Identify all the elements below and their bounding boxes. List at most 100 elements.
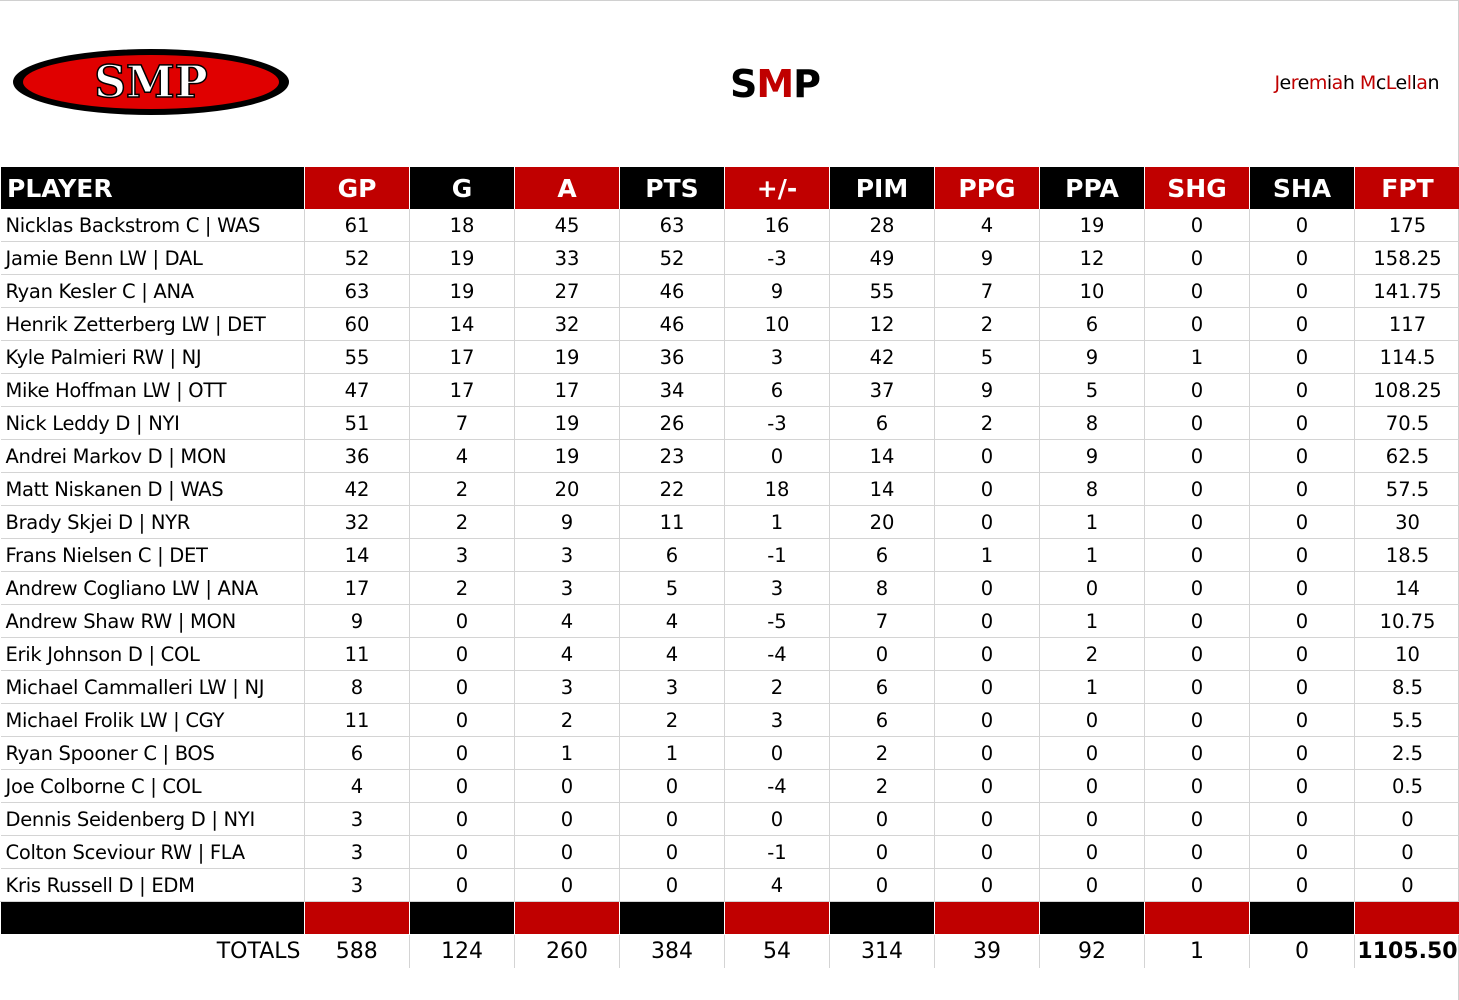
player-name-cell: Andrew Shaw RW | MON [0, 604, 305, 638]
stat-cell-ppg: 9 [934, 241, 1040, 275]
stat-cell-ppa: 0 [1039, 802, 1145, 836]
total-cell-ppa: 92 [1039, 934, 1145, 968]
stat-cell-pim: 14 [829, 472, 935, 506]
logo-text: SMP [94, 57, 208, 108]
stat-cell-ppg: 0 [934, 571, 1040, 605]
stat-cell-ppa: 19 [1039, 209, 1145, 242]
stat-cell-shg: 0 [1144, 274, 1250, 308]
stat-cell-sha: 0 [1249, 472, 1355, 506]
stat-cell-ppg: 0 [934, 868, 1040, 902]
stat-cell-sha: 0 [1249, 868, 1355, 902]
table-row: Matt Niskanen D | WAS 42 2 20 22 18 14 0 8 0 0 57.5 [0, 472, 1459, 506]
stat-cell-g: 17 [409, 340, 515, 374]
stat-cell-plus-minus: 0 [724, 439, 830, 473]
stat-cell-a: 9 [514, 505, 620, 539]
stat-cell-ppg: 4 [934, 209, 1040, 242]
stat-cell-shg: 0 [1144, 472, 1250, 506]
stat-cell-a: 4 [514, 637, 620, 671]
stat-cell-a: 17 [514, 373, 620, 407]
stat-cell-g: 19 [409, 241, 515, 275]
total-cell-ppg: 39 [934, 934, 1040, 968]
stat-cell-sha: 0 [1249, 373, 1355, 407]
table-row: Ryan Kesler C | ANA 63 19 27 46 9 55 7 10 0 0 141.7… [0, 274, 1459, 308]
stat-cell-fpt: 0 [1354, 868, 1459, 902]
stat-cell-sha: 0 [1249, 505, 1355, 539]
stat-cell-ppg: 0 [934, 637, 1040, 671]
total-cell-gp: 588 [304, 934, 410, 968]
stat-cell-plus-minus: -4 [724, 637, 830, 671]
band-cell [934, 901, 1040, 935]
stat-cell-pim: 14 [829, 439, 935, 473]
stat-cell-shg: 0 [1144, 670, 1250, 704]
stat-cell-pim: 7 [829, 604, 935, 638]
stat-cell-g: 18 [409, 209, 515, 242]
stat-cell-gp: 36 [304, 439, 410, 473]
column-header-g: G [409, 166, 515, 209]
stat-cell-a: 0 [514, 868, 620, 902]
stat-cell-fpt: 30 [1354, 505, 1459, 539]
stat-cell-a: 27 [514, 274, 620, 308]
band-cell [304, 901, 410, 935]
stat-cell-a: 33 [514, 241, 620, 275]
author-letter: l [1406, 72, 1412, 94]
stat-cell-plus-minus: -1 [724, 835, 830, 869]
stat-cell-shg: 0 [1144, 703, 1250, 737]
stat-cell-plus-minus: 18 [724, 472, 830, 506]
stat-cell-gp: 52 [304, 241, 410, 275]
stat-cell-ppg: 0 [934, 769, 1040, 803]
stat-cell-plus-minus: -3 [724, 406, 830, 440]
author-letter: L [1385, 72, 1396, 94]
stat-cell-pim: 6 [829, 538, 935, 572]
stat-cell-fpt: 141.75 [1354, 274, 1459, 308]
player-name-cell: Frans Nielsen C | DET [0, 538, 305, 572]
author-letter: a [1416, 72, 1428, 94]
total-cell-plus-minus: 54 [724, 934, 830, 968]
table-row: Andrew Cogliano LW | ANA 17 2 3 5 3 8 0 0 0 0 14 [0, 571, 1459, 605]
table-row: Nicklas Backstrom C | WAS 61 18 45 63 16 28 4 19… [0, 209, 1459, 242]
stat-cell-g: 2 [409, 472, 515, 506]
table-row: Colton Sceviour RW | FLA 3 0 0 0 -1 0 0 0 0 0 0 [0, 835, 1459, 869]
stat-cell-pts: 63 [619, 209, 725, 242]
stat-cell-g: 19 [409, 274, 515, 308]
stat-cell-shg: 0 [1144, 538, 1250, 572]
stat-cell-pts: 23 [619, 439, 725, 473]
column-header-sha: SHA [1249, 166, 1355, 209]
stat-cell-ppg: 0 [934, 604, 1040, 638]
player-name-cell: Andrei Markov D | MON [0, 439, 305, 473]
stat-cell-gp: 47 [304, 373, 410, 407]
stat-cell-gp: 32 [304, 505, 410, 539]
author-letter: a [1331, 72, 1344, 94]
stat-cell-pts: 0 [619, 868, 725, 902]
stat-cell-fpt: 114.5 [1354, 340, 1459, 374]
stat-cell-gp: 63 [304, 274, 410, 308]
stat-cell-gp: 60 [304, 307, 410, 341]
author-letter: e [1279, 72, 1292, 94]
band-cell [1249, 901, 1355, 935]
table-row: Frans Nielsen C | DET 14 3 3 6 -1 6 1 1 0 0 18.5 [0, 538, 1459, 572]
total-cell-sha: 0 [1249, 934, 1355, 968]
total-cell-a: 260 [514, 934, 620, 968]
stat-cell-ppa: 8 [1039, 472, 1145, 506]
stat-cell-g: 0 [409, 637, 515, 671]
stat-cell-plus-minus: -3 [724, 241, 830, 275]
table-row: Mike Hoffman LW | OTT 47 17 17 34 6 37 9 5 0 0 108.… [0, 373, 1459, 407]
stat-cell-gp: 55 [304, 340, 410, 374]
stat-cell-ppg: 0 [934, 835, 1040, 869]
column-header-gp: GP [304, 166, 410, 209]
stat-cell-fpt: 8.5 [1354, 670, 1459, 704]
stat-cell-shg: 0 [1144, 835, 1250, 869]
stat-cell-gp: 61 [304, 209, 410, 242]
stat-cell-plus-minus: -4 [724, 769, 830, 803]
stat-cell-fpt: 117 [1354, 307, 1459, 341]
stat-cell-plus-minus: 3 [724, 703, 830, 737]
stat-cell-pim: 6 [829, 670, 935, 704]
stat-cell-g: 0 [409, 670, 515, 704]
stat-cell-shg: 0 [1144, 802, 1250, 836]
totals-label: TOTALS [216, 939, 301, 964]
band-cell [1354, 901, 1459, 935]
table-row: Erik Johnson D | COL 11 0 4 4 -4 0 0 2 0 0 10 [0, 637, 1459, 671]
total-cell-g: 124 [409, 934, 515, 968]
stat-cell-sha: 0 [1249, 670, 1355, 704]
stat-cell-shg: 1 [1144, 340, 1250, 374]
player-name-cell: Michael Frolik LW | CGY [0, 703, 305, 737]
